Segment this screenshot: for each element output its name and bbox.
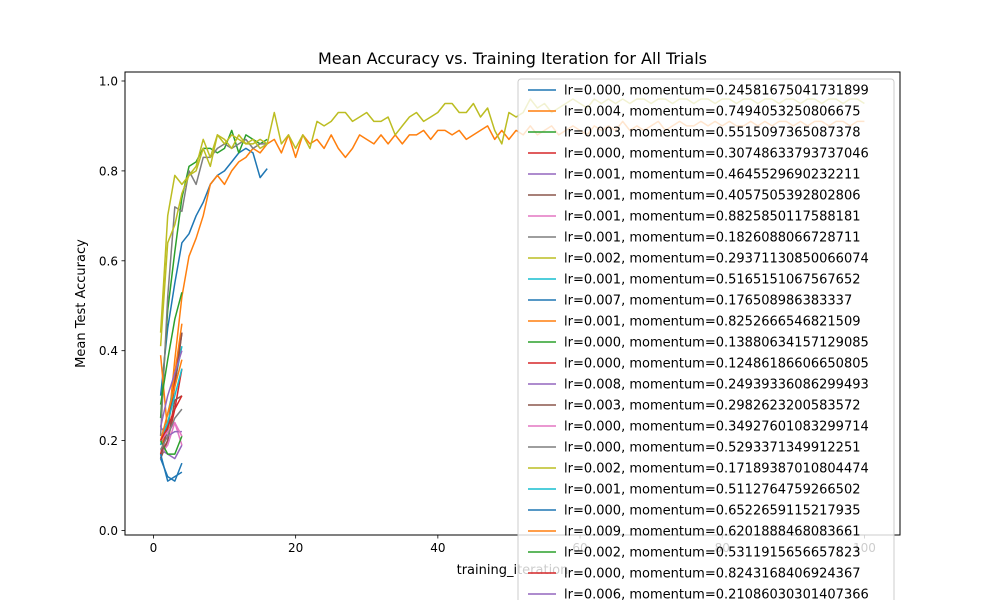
legend-entry-label: lr=0.000, momentum=0.30748633793737046 bbox=[564, 147, 869, 162]
legend-entry-label: lr=0.001, momentum=0.4645529690232211 bbox=[564, 168, 860, 183]
legend-entry-label: lr=0.007, momentum=0.176508986383337 bbox=[564, 294, 852, 309]
y-tick-label: 0.2 bbox=[99, 434, 118, 448]
x-tick-label: 0 bbox=[150, 541, 158, 555]
legend-entry-label: lr=0.000, momentum=0.8243168406924367 bbox=[564, 567, 860, 582]
legend-entry-label: lr=0.000, momentum=0.24581675041731899 bbox=[564, 84, 869, 99]
series-line-22 bbox=[159, 359, 183, 441]
legend-entry-label: lr=0.000, momentum=0.34927601083299714 bbox=[564, 420, 869, 435]
legend-entry-label: lr=0.001, momentum=0.8825850117588181 bbox=[564, 210, 860, 225]
legend-entry-label: lr=0.000, momentum=0.5293371349912251 bbox=[564, 441, 860, 456]
series-line-25 bbox=[159, 350, 183, 428]
legend: lr=0.000, momentum=0.24581675041731899 lr… bbox=[517, 78, 895, 600]
x-tick-label: 40 bbox=[430, 541, 445, 555]
legend-entry-label: lr=0.000, momentum=0.12486186606650805 bbox=[564, 357, 869, 372]
legend-entry-label: lr=0.001, momentum=0.4057505392802806 bbox=[564, 189, 860, 204]
series-line-13 bbox=[159, 435, 183, 455]
y-tick-label: 0.8 bbox=[99, 164, 118, 178]
series-line-24 bbox=[159, 395, 183, 441]
series-layer bbox=[159, 98, 865, 482]
y-tick-label: 0.4 bbox=[99, 344, 118, 358]
series-line-18 bbox=[159, 408, 183, 450]
series-line-5 bbox=[160, 444, 183, 460]
legend-entry-label: lr=0.003, momentum=0.5515097365087378 bbox=[564, 126, 860, 141]
legend-entry-label: lr=0.009, momentum=0.6201888468083661 bbox=[564, 525, 860, 540]
y-tick-label: 0.6 bbox=[99, 254, 118, 268]
legend-entry-label: lr=0.006, momentum=0.21086030301407366 bbox=[564, 588, 869, 600]
legend-entry-label: lr=0.000, momentum=0.13880634157129085 bbox=[564, 336, 869, 351]
legend-entry-label: lr=0.001, momentum=0.1826088066728711 bbox=[564, 231, 860, 246]
legend-entry-label: lr=0.001, momentum=0.8252666546821509 bbox=[564, 315, 860, 330]
legend-entry-label: lr=0.008, momentum=0.24939336086299493 bbox=[564, 378, 869, 393]
legend-box bbox=[517, 78, 895, 600]
legend-entry-label: lr=0.001, momentum=0.5165151067567652 bbox=[564, 273, 860, 288]
series-line-19 bbox=[159, 134, 268, 347]
chart-title: Mean Accuracy vs. Training Iteration for… bbox=[318, 49, 707, 68]
series-line-23 bbox=[159, 292, 183, 405]
y-tick-label: 0.0 bbox=[99, 524, 118, 538]
legend-entry-label: lr=0.002, momentum=0.29371130850066074 bbox=[564, 252, 869, 267]
legend-entry-label: lr=0.001, momentum=0.5112764759266502 bbox=[564, 483, 860, 498]
legend-entry-label: lr=0.004, momentum=0.7494053250806675 bbox=[564, 105, 860, 120]
y-tick-label: 1.0 bbox=[99, 74, 118, 88]
legend-entry-label: lr=0.000, momentum=0.6522659115217935 bbox=[564, 504, 860, 519]
series-line-20 bbox=[159, 368, 183, 441]
legend-entry-label: lr=0.003, momentum=0.2982623200583572 bbox=[564, 399, 860, 414]
y-axis-ticks: 0.0 0.2 0.4 0.6 0.8 1.0 bbox=[99, 74, 125, 538]
y-axis-label: Mean Test Accuracy bbox=[74, 239, 89, 368]
legend-entry-label: lr=0.002, momentum=0.17189387010804474 bbox=[564, 462, 869, 477]
legend-entry-label: lr=0.002, momentum=0.5311915656657823 bbox=[564, 546, 860, 561]
x-tick-label: 20 bbox=[288, 541, 303, 555]
plot-area-frame bbox=[124, 71, 901, 536]
series-line-21 bbox=[159, 453, 183, 482]
